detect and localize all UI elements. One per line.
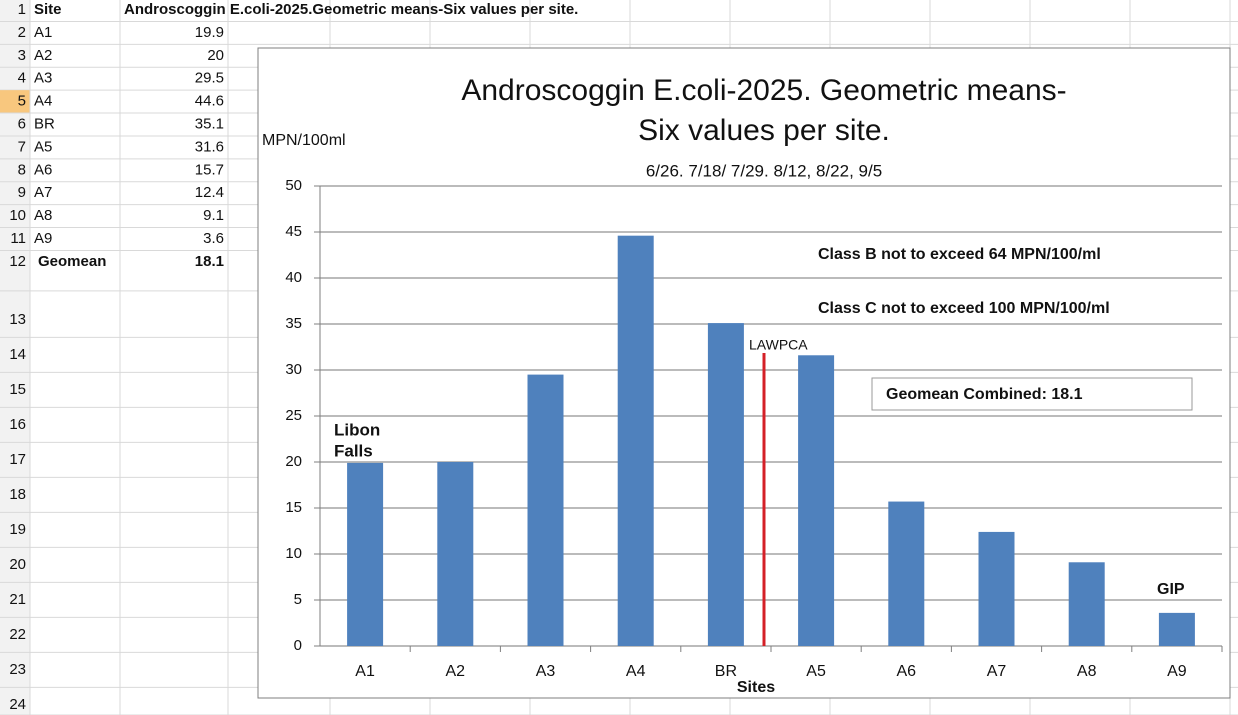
header-title: Androscoggin E.coli-2025.Geometric means…: [124, 1, 578, 18]
y-axis-label: MPN/100ml: [262, 132, 346, 149]
bar: [527, 374, 564, 646]
y-tick-label: 5: [294, 591, 302, 608]
value-cell: 29.5: [195, 70, 224, 87]
x-tick-label: A7: [987, 663, 1007, 680]
x-tick-label: A2: [446, 663, 466, 680]
y-tick-label: 25: [285, 407, 302, 424]
value-cell: 12.4: [195, 184, 224, 201]
site-cell: A2: [34, 47, 52, 64]
bar: [707, 323, 744, 646]
value-cell: 44.6: [195, 93, 224, 110]
row-number: 3: [18, 47, 26, 64]
row-number: 21: [9, 591, 26, 608]
y-tick-label: 35: [285, 315, 302, 332]
geomean-box: [871, 377, 1193, 411]
bar: [1158, 612, 1195, 646]
annotation: Class B not to exceed 64 MPN/100/ml: [818, 246, 1101, 263]
total-value: 18.1: [195, 253, 224, 270]
row-number: 7: [18, 138, 26, 155]
row-number: 13: [9, 311, 26, 328]
selected-row-header: [0, 90, 30, 114]
y-tick-label: 30: [285, 361, 302, 378]
row-number: 15: [9, 381, 26, 398]
header-site: Site: [34, 1, 62, 18]
total-label: Geomean: [38, 253, 106, 270]
y-tick-label: 15: [285, 499, 302, 516]
chart-area: [257, 47, 1231, 699]
bar: [1068, 562, 1105, 646]
row-number: 1: [18, 1, 26, 18]
site-cell: A6: [34, 161, 52, 178]
row-number: 16: [9, 416, 26, 433]
site-cell: A9: [34, 230, 52, 247]
y-tick-label: 40: [285, 269, 302, 286]
x-tick-label: BR: [715, 663, 737, 680]
row-number: 10: [9, 207, 26, 224]
row-number: 11: [10, 230, 26, 247]
row-number: 14: [9, 346, 26, 363]
bar: [617, 235, 654, 646]
value-cell: 19.9: [195, 24, 224, 41]
bar: [437, 462, 474, 646]
chart-title: Androscoggin E.coli-2025. Geometric mean…: [461, 74, 1066, 107]
bar: [347, 462, 384, 646]
value-cell: 35.1: [195, 115, 224, 132]
site-cell: A5: [34, 138, 52, 155]
row-number: 4: [18, 70, 26, 87]
annotation: Class C not to exceed 100 MPN/100/ml: [818, 300, 1110, 317]
bar: [798, 355, 835, 646]
row-number: 17: [9, 451, 26, 468]
value-cell: 20: [207, 47, 224, 64]
x-tick-label: A4: [626, 663, 646, 680]
annotation: Geomean Combined: 18.1: [886, 386, 1083, 403]
annotation: Falls: [334, 441, 373, 460]
x-tick-label: A1: [355, 663, 375, 680]
y-tick-label: 50: [285, 177, 302, 194]
site-cell: A4: [34, 93, 52, 110]
annotation: GIP: [1157, 581, 1185, 598]
x-axis-label: Sites: [737, 679, 775, 696]
value-cell: 9.1: [203, 207, 224, 224]
y-tick-label: 45: [285, 223, 302, 240]
site-cell: A8: [34, 207, 52, 224]
x-tick-label: A6: [897, 663, 917, 680]
y-tick-label: 0: [294, 637, 302, 654]
y-tick-label: 10: [285, 545, 302, 562]
x-tick-label: A5: [806, 663, 826, 680]
row-header-column: [0, 0, 30, 715]
site-cell: A1: [34, 24, 52, 41]
x-tick-label: A3: [536, 663, 556, 680]
row-number: 22: [9, 626, 26, 643]
row-number: 9: [18, 184, 26, 201]
row-number: 19: [9, 521, 26, 538]
bar: [888, 501, 925, 646]
site-cell: A7: [34, 184, 52, 201]
site-cell: A3: [34, 70, 52, 87]
row-number: 23: [9, 661, 26, 678]
row-number: 18: [9, 486, 26, 503]
chart-subtitle: 6/26. 7/18/ 7/29. 8/12, 8/22, 9/5: [646, 161, 882, 180]
row-number: 6: [18, 115, 26, 132]
row-number: 2: [18, 24, 26, 41]
bar: [978, 531, 1015, 646]
value-cell: 15.7: [195, 161, 224, 178]
row-number: 5: [18, 93, 26, 110]
row-number: 20: [9, 556, 26, 573]
annotation: LAWPCA: [749, 337, 808, 353]
x-tick-label: A8: [1077, 663, 1097, 680]
row-number: 8: [18, 161, 26, 178]
annotation: Libon: [334, 420, 380, 439]
site-cell: BR: [34, 115, 55, 132]
value-cell: 31.6: [195, 138, 224, 155]
y-tick-label: 20: [285, 453, 302, 470]
x-tick-label: A9: [1167, 663, 1187, 680]
row-number: 12: [9, 253, 26, 270]
chart-title: Six values per site.: [638, 114, 890, 147]
row-number: 24: [9, 696, 26, 713]
value-cell: 3.6: [203, 230, 224, 247]
